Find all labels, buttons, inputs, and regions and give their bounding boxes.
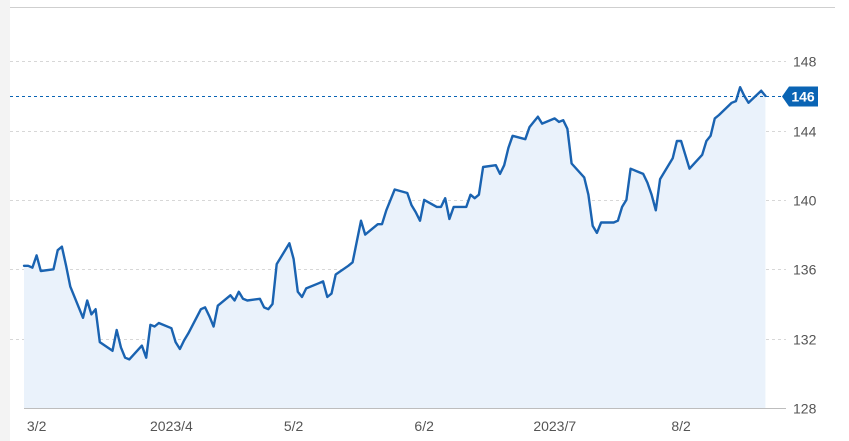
- y-tick-label: 128: [793, 401, 817, 417]
- y-tick-label: 148: [793, 54, 817, 70]
- current-price-badge: [782, 86, 818, 107]
- current-price-indicator: 146: [10, 86, 818, 107]
- price-series: [22, 86, 767, 361]
- x-axis: 3/2 2023/4 5/2 6/2 2023/7 8/2: [24, 408, 786, 434]
- y-tick-label: 140: [793, 193, 817, 209]
- x-tick-label: 5/2: [284, 418, 304, 434]
- left-edge-strip: [0, 0, 10, 441]
- y-tick-label: 144: [793, 124, 817, 140]
- x-tick-label: 8/2: [671, 418, 691, 434]
- price-area: [24, 87, 766, 408]
- y-tick-label: 136: [793, 262, 817, 278]
- price-line: [22, 86, 767, 361]
- x-tick-label: 2023/4: [150, 418, 193, 434]
- x-tick-label: 6/2: [414, 418, 434, 434]
- price-area-fill: [24, 87, 766, 408]
- y-tick-label: 132: [793, 332, 817, 348]
- x-tick-label: 2023/7: [533, 418, 576, 434]
- x-tick-label: 3/2: [27, 418, 47, 434]
- y-axis: 128 132 136 140 144 148: [793, 54, 817, 417]
- current-price-label: 146: [791, 89, 815, 105]
